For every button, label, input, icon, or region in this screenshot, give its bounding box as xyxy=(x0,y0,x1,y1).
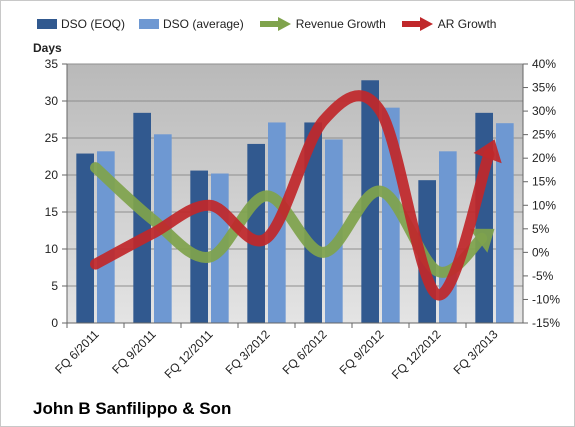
legend-swatch-dso-eoq xyxy=(37,19,57,29)
legend-label-dso-average: DSO (average) xyxy=(163,17,244,31)
bar-dso-average- xyxy=(97,151,115,323)
legend-entry-ar-growth: AR Growth xyxy=(400,17,497,31)
bar-dso-average- xyxy=(325,139,343,323)
line-ar-growth xyxy=(90,90,495,301)
legend-arrow-ar-growth-icon xyxy=(401,17,433,31)
right-axis-ticks: -15% -10% -5% 0% 5% 10% 15% 20% 25% 30% 35% 40% xyxy=(523,57,560,330)
chart-legend: DSO (EOQ) DSO (average) Revenue Growth A… xyxy=(37,13,510,35)
left-tick-label: 15 xyxy=(45,205,59,219)
category-tick-label: FQ 6/2011 xyxy=(52,327,102,377)
right-tick-label: 5% xyxy=(532,222,550,236)
bar-dso-eoq- xyxy=(190,170,208,323)
legend-label-ar-growth: AR Growth xyxy=(437,17,497,31)
left-tick-label: 20 xyxy=(45,168,59,182)
left-tick-label: 30 xyxy=(45,94,59,108)
legend-label-dso-eoq: DSO (EOQ) xyxy=(61,17,126,31)
right-tick-label: 35% xyxy=(532,81,556,95)
left-axis-ticks: 0 5 10 15 20 25 30 35 xyxy=(45,57,67,330)
bar-dso-eoq- xyxy=(247,143,265,323)
legend-entry-revenue-growth: Revenue Growth xyxy=(258,17,386,31)
right-tick-label: -5% xyxy=(532,269,554,283)
right-tick-label: -10% xyxy=(532,292,560,306)
category-axis-ticks: FQ 6/2011 FQ 9/2011 FQ 12/2011 FQ 3/2012 FQ … xyxy=(52,323,501,382)
left-tick-label: 0 xyxy=(51,316,58,330)
left-tick-label: 5 xyxy=(51,279,58,293)
right-tick-label: 20% xyxy=(532,151,556,165)
left-tick-label: 10 xyxy=(45,242,59,256)
legend-arrow-revenue-growth-icon xyxy=(259,17,291,31)
right-tick-label: 10% xyxy=(532,198,556,212)
right-tick-label: -15% xyxy=(532,316,560,330)
category-tick-label: FQ 12/2012 xyxy=(389,327,444,382)
right-tick-label: 25% xyxy=(532,128,556,142)
category-tick-label: FQ 12/2011 xyxy=(162,327,216,381)
left-tick-label: 35 xyxy=(45,57,59,71)
y-axis-label: Days xyxy=(33,41,62,55)
legend-label-revenue-growth: Revenue Growth xyxy=(295,17,386,31)
company-name: John B Sanfilippo & Son xyxy=(33,399,232,418)
growth-lines-group xyxy=(90,90,502,301)
legend-entry-dso-average: DSO (average) xyxy=(139,17,244,31)
right-tick-label: 0% xyxy=(532,245,550,259)
category-tick-label: FQ 6/2012 xyxy=(280,327,330,377)
arrowhead-revenue-growth xyxy=(469,228,495,253)
category-tick-label: FQ 9/2011 xyxy=(109,327,159,377)
legend-entry-dso-eoq: DSO (EOQ) xyxy=(37,17,125,31)
category-tick-label: FQ 9/2012 xyxy=(337,327,387,377)
right-tick-label: 15% xyxy=(532,175,556,189)
category-tick-label: FQ 3/2012 xyxy=(223,327,273,377)
bar-dso-average- xyxy=(496,123,514,323)
arrowhead-ar-growth xyxy=(473,139,502,164)
right-tick-label: 40% xyxy=(532,57,556,71)
right-tick-label: 30% xyxy=(532,104,556,118)
legend-swatch-dso-average xyxy=(139,19,160,29)
left-tick-label: 25 xyxy=(45,131,59,145)
bar-dso-eoq- xyxy=(304,122,322,324)
category-tick-label: FQ 3/2013 xyxy=(451,327,501,377)
bar-dso-eoq- xyxy=(76,153,94,323)
